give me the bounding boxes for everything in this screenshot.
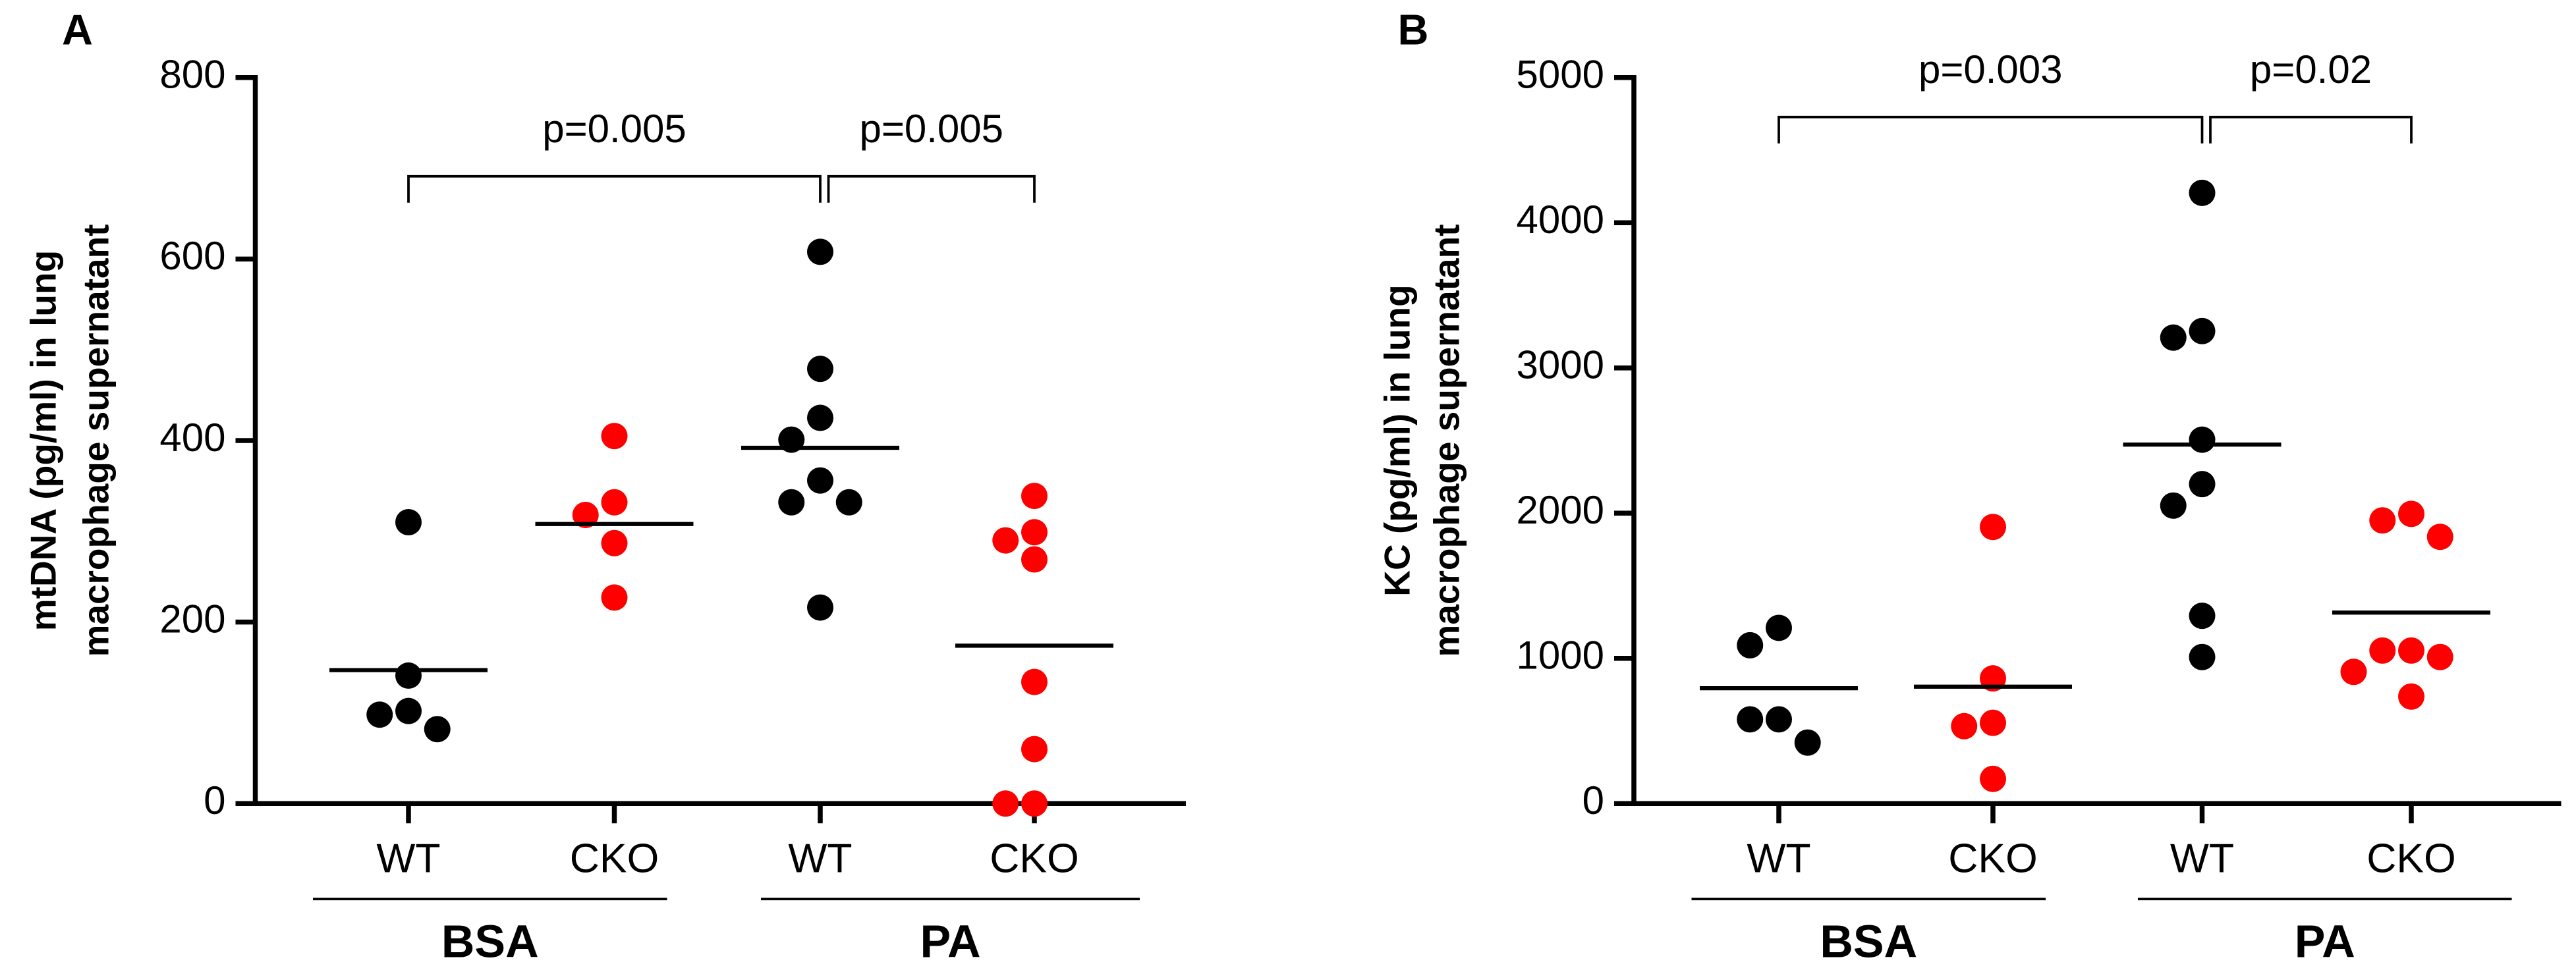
y-axis-label: macrophage supernatant xyxy=(76,224,117,657)
data-point xyxy=(1021,668,1048,695)
data-point xyxy=(395,697,422,724)
data-point xyxy=(2340,659,2367,686)
y-tick-label: 800 xyxy=(159,53,225,97)
y-tick-label: 5000 xyxy=(1517,53,1604,97)
data-point xyxy=(601,584,628,611)
data-point xyxy=(1021,790,1048,817)
x-tick-label: WT xyxy=(788,835,852,881)
y-tick-label: 200 xyxy=(159,597,225,641)
p-value: p=0.005 xyxy=(859,107,1003,151)
y-axis-label: KC (pg/ml) in lung xyxy=(1377,284,1418,597)
data-point xyxy=(2398,500,2424,527)
data-point xyxy=(1980,514,2006,541)
data-point xyxy=(807,404,833,431)
group-label: BSA xyxy=(1820,916,1917,967)
data-point xyxy=(1021,519,1048,546)
data-point xyxy=(395,662,422,689)
data-point xyxy=(807,238,833,265)
y-tick-label: 600 xyxy=(159,234,225,278)
y-axis-label: mtDNA (pg/ml) in lung xyxy=(23,250,64,631)
data-point xyxy=(572,502,599,529)
data-point xyxy=(601,489,628,516)
data-point xyxy=(1794,729,1821,756)
data-point xyxy=(601,529,628,556)
data-point xyxy=(1766,614,1792,641)
data-point xyxy=(2189,603,2216,630)
p-value: p=0.005 xyxy=(542,107,686,151)
data-point xyxy=(424,716,451,743)
data-point xyxy=(1766,706,1792,733)
data-point xyxy=(2189,643,2216,670)
group-label: PA xyxy=(920,916,980,967)
significance-bracket xyxy=(1778,115,2204,144)
data-point xyxy=(2189,426,2216,453)
data-point xyxy=(807,356,833,383)
data-point xyxy=(992,527,1019,554)
y-tick-label: 2000 xyxy=(1517,488,1604,532)
data-point xyxy=(1951,713,1978,740)
significance-bracket xyxy=(407,175,822,203)
data-point xyxy=(1980,709,2006,736)
p-value: p=0.003 xyxy=(1918,47,2063,92)
data-point xyxy=(2426,643,2453,670)
significance-bracket xyxy=(827,175,1036,203)
y-tick-label: 4000 xyxy=(1517,198,1604,242)
y-tick-label: 0 xyxy=(1582,778,1604,822)
data-point xyxy=(1737,632,1764,659)
data-point xyxy=(2398,683,2424,710)
data-point xyxy=(2160,324,2187,351)
x-tick-label: WT xyxy=(1747,835,1810,881)
y-tick-label: 0 xyxy=(204,778,225,822)
data-point xyxy=(1737,706,1764,733)
x-tick-label: CKO xyxy=(2366,835,2455,881)
data-point xyxy=(992,790,1019,817)
data-point xyxy=(366,701,393,728)
x-tick-label: CKO xyxy=(990,835,1078,881)
y-tick-label: 400 xyxy=(159,416,225,460)
panel-label: A xyxy=(62,5,93,53)
data-point xyxy=(807,467,833,494)
data-point xyxy=(807,594,833,621)
panel-label: B xyxy=(1398,5,1429,53)
x-tick-label: CKO xyxy=(570,835,659,881)
data-point xyxy=(2369,507,2396,534)
data-point xyxy=(2426,524,2453,551)
data-point xyxy=(778,489,805,516)
data-point xyxy=(395,509,422,536)
data-point xyxy=(1021,736,1048,763)
data-point xyxy=(1021,546,1048,573)
data-point xyxy=(1021,483,1048,510)
data-point xyxy=(2398,637,2424,664)
data-point xyxy=(1980,765,2006,792)
y-tick-label: 3000 xyxy=(1517,343,1604,387)
data-point xyxy=(2189,471,2216,498)
x-tick-label: WT xyxy=(2170,835,2234,881)
x-tick-label: WT xyxy=(376,835,440,881)
group-label: PA xyxy=(2295,916,2355,967)
data-point xyxy=(2369,637,2396,664)
y-tick-label: 1000 xyxy=(1517,633,1604,678)
data-point xyxy=(601,423,628,450)
data-point xyxy=(2160,492,2187,519)
group-label: BSA xyxy=(441,916,539,967)
p-value: p=0.02 xyxy=(2250,47,2372,92)
data-point xyxy=(2189,317,2216,344)
data-point xyxy=(835,489,862,516)
y-axis-label: macrophage supernatant xyxy=(1426,224,1467,657)
x-tick-label: CKO xyxy=(1948,835,2037,881)
data-point xyxy=(2189,179,2216,206)
significance-bracket xyxy=(2209,115,2413,144)
